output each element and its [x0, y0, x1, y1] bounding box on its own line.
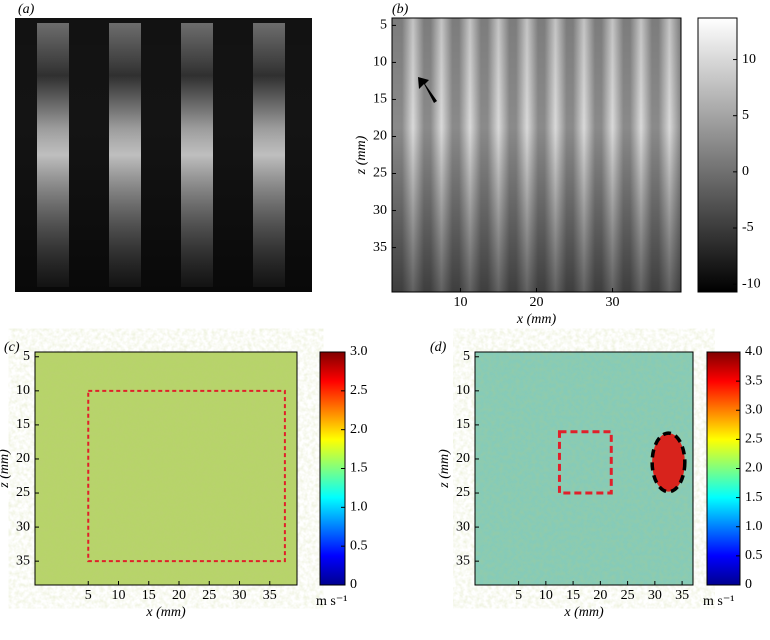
y-tick-label: 20 [373, 129, 387, 144]
colorbar-tick-label: 0 [742, 164, 749, 179]
y-tick-label: 15 [16, 417, 30, 432]
colorbar-tick-label: 10 [742, 52, 756, 67]
colorbar-tick-label: 2.5 [745, 432, 763, 447]
y-tick-label: 5 [463, 349, 470, 364]
colorbar [706, 351, 741, 586]
y-tick-label: 35 [456, 553, 470, 568]
colorbar-tick-label: -10 [742, 276, 761, 291]
texture [35, 352, 297, 585]
y-tick-label: 25 [456, 485, 470, 500]
plot-frame [474, 351, 694, 586]
colorbar [319, 351, 346, 586]
y-tick-label: 15 [456, 417, 470, 432]
colorbar-tick-label: 0 [350, 577, 357, 592]
y-tick-label: 10 [456, 383, 470, 398]
y-tick-label: 5 [380, 18, 387, 33]
colorbar-tick-label: 3.0 [350, 344, 368, 359]
y-tick-label: 30 [456, 519, 470, 534]
colorbar-tick-label: -5 [742, 220, 754, 235]
y-tick-label: 35 [373, 240, 387, 255]
x-tick-label: 15 [142, 588, 156, 603]
colorbar-tick-label: 3.5 [745, 373, 763, 388]
roi [557, 430, 613, 495]
y-tick-label: 10 [373, 55, 387, 70]
x-tick-label: 35 [263, 588, 277, 603]
x-tick-label: 25 [621, 588, 635, 603]
colorbar-tick-label: 1.0 [745, 519, 763, 534]
x-tick-label: 20 [593, 588, 607, 603]
x-tick-label: 5 [515, 588, 522, 603]
panel-label: (d) [430, 340, 447, 355]
x-tick-label: 20 [172, 588, 186, 603]
x-tick-label: 10 [112, 588, 126, 603]
colorbar-tick-label: 2.5 [350, 383, 368, 398]
y-axis-label: z (mm) [354, 135, 369, 175]
panel-label: (a) [18, 2, 35, 17]
colorbar-tick-label: 1.5 [350, 461, 368, 476]
colorbar-tick-label: 2.0 [745, 461, 763, 476]
y-tick-label: 35 [16, 553, 30, 568]
x-tick-label: 25 [202, 588, 216, 603]
y-tick-label: 30 [373, 203, 387, 218]
y-axis-label: z (mm) [437, 449, 452, 489]
x-tick-label: 20 [530, 295, 544, 310]
plot-frame [34, 351, 298, 586]
y-tick-label: 15 [373, 92, 387, 107]
x-axis-label: x (mm) [145, 605, 186, 620]
y-tick-label: 25 [16, 485, 30, 500]
colorbar-unit: m s⁻¹ [703, 594, 734, 609]
colorbar-tick-label: 2.0 [350, 422, 368, 437]
y-tick-label: 25 [373, 166, 387, 181]
x-axis-label: x (mm) [516, 312, 557, 327]
colorbar-tick-label: 3.0 [745, 402, 763, 417]
x-tick-label: 15 [566, 588, 580, 603]
y-tick-label: 20 [16, 451, 30, 466]
colorbar-tick-label: 5 [742, 108, 749, 123]
panel-label: (b) [392, 2, 409, 17]
roi [87, 389, 286, 563]
colorbar [697, 17, 738, 293]
x-axis-label: x (mm) [563, 605, 604, 620]
y-tick-label: 5 [23, 349, 30, 364]
inclusion [650, 431, 687, 494]
colorbar-tick-label: 0.5 [745, 548, 763, 563]
beam-shade [15, 18, 312, 292]
x-tick-label: 10 [453, 295, 467, 310]
y-tick-label: 30 [16, 519, 30, 534]
colorbar-tick-label: 0.5 [350, 538, 368, 553]
x-tick-label: 5 [85, 588, 92, 603]
colorbar-unit: m s⁻¹ [316, 594, 347, 609]
x-tick-label: 30 [606, 295, 620, 310]
arrow [418, 77, 437, 103]
colorbar-tick-label: 1.0 [350, 500, 368, 515]
x-tick-label: 30 [648, 588, 662, 603]
panel-label: (c) [4, 340, 20, 355]
colorbar-tick-label: 4.0 [745, 344, 763, 359]
texture [392, 18, 681, 292]
y-tick-label: 20 [456, 451, 470, 466]
x-tick-label: 30 [233, 588, 247, 603]
colorbar-tick-label: 1.5 [745, 490, 763, 505]
y-axis-label: z (mm) [0, 449, 12, 489]
y-tick-label: 10 [16, 383, 30, 398]
x-tick-label: 10 [539, 588, 553, 603]
x-tick-label: 35 [675, 588, 689, 603]
colorbar-tick-label: 0 [745, 577, 752, 592]
